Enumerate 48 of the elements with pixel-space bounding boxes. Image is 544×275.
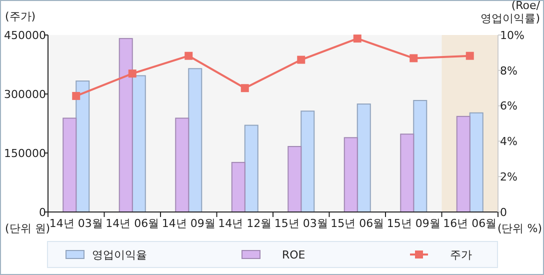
bar bbox=[76, 80, 90, 212]
x-tick-label: 16년 06월 bbox=[443, 217, 497, 230]
x-tick-label: 15년 06월 bbox=[330, 217, 384, 230]
bar bbox=[231, 162, 246, 212]
bar bbox=[62, 118, 77, 212]
y-axis-title: (주가) bbox=[5, 10, 36, 23]
point bbox=[410, 54, 418, 62]
legend-label: 주가 bbox=[450, 248, 472, 262]
point bbox=[297, 56, 306, 64]
x-tick-label: 15년 09월 bbox=[386, 217, 440, 230]
bar bbox=[469, 112, 484, 212]
y2-tick-label: 8% bbox=[500, 64, 518, 78]
point bbox=[184, 52, 193, 60]
point bbox=[72, 92, 80, 100]
y2-tick-label: 10% bbox=[500, 28, 524, 42]
x-tick-label: 14년 12월 bbox=[218, 217, 272, 230]
bar bbox=[456, 116, 470, 212]
x-tick-label: 14년 06월 bbox=[106, 217, 160, 230]
point bbox=[128, 70, 136, 78]
point bbox=[240, 84, 249, 92]
text: (단위 %) bbox=[497, 222, 542, 235]
x-tick-label: 14년 03월 bbox=[49, 217, 103, 230]
y2-tick-label: 4% bbox=[500, 135, 518, 148]
y2-tick-label: 2% bbox=[500, 170, 518, 184]
bar bbox=[413, 100, 428, 212]
x-tick-label: 14년 09월 bbox=[162, 217, 216, 230]
bar bbox=[356, 104, 371, 212]
text: (단위 원) bbox=[5, 222, 50, 235]
bar bbox=[400, 134, 414, 212]
point bbox=[466, 52, 474, 60]
bar bbox=[132, 75, 146, 212]
bar bbox=[175, 118, 190, 212]
y2-tick-label: 0 bbox=[500, 206, 507, 219]
x-tick-label: 15년 03월 bbox=[274, 217, 328, 230]
bar bbox=[300, 110, 315, 212]
bar bbox=[344, 137, 358, 212]
y2-tick-label: 6% bbox=[500, 100, 518, 113]
bar bbox=[188, 68, 202, 212]
point bbox=[353, 34, 362, 43]
legend-label: ROE bbox=[282, 248, 306, 262]
legend-label: 영업이익율 bbox=[92, 248, 147, 262]
bar bbox=[288, 146, 302, 212]
y2-axis-title: (Roe/ 영업이익률) bbox=[480, 0, 540, 25]
y-tick-label: 300000 bbox=[4, 88, 46, 101]
bar bbox=[244, 124, 258, 212]
y-tick-label: 450000 bbox=[4, 28, 46, 42]
bar bbox=[118, 38, 133, 212]
y-tick-label: 150000 bbox=[4, 146, 46, 160]
